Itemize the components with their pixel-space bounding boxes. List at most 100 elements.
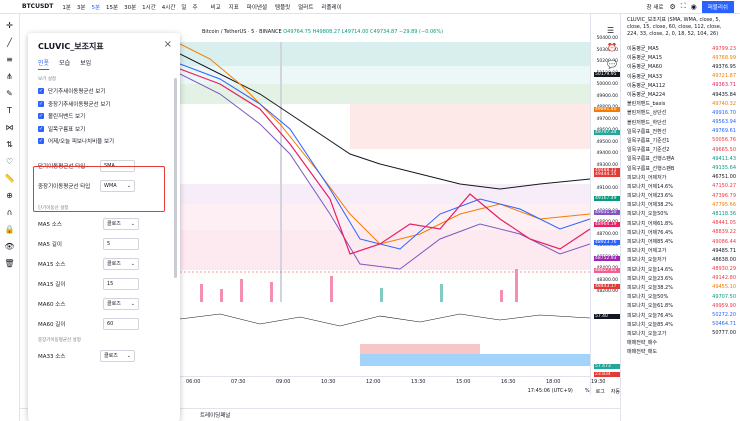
ma-source-select[interactable]: 클로즈 ⌄: [103, 257, 139, 270]
toolbar-tool-0[interactable]: 비교: [210, 4, 221, 11]
price-tick: 49700.00: [596, 116, 618, 122]
checkmark-icon[interactable]: ✓: [38, 113, 44, 120]
display-checkbox[interactable]: ✓ 중장기추세이동평균선 보기: [28, 98, 180, 111]
price-tag: 49797.34: [594, 130, 620, 135]
data-row: 피보나치_오늘50% 49707.50: [621, 292, 740, 301]
dialog-tab-1[interactable]: 모습: [59, 60, 71, 67]
percent-toggle[interactable]: %: [584, 388, 590, 394]
data-row-label: 일목구름표_기준선2: [627, 147, 670, 154]
symbol-search[interactable]: BTCUSDT: [22, 3, 54, 10]
text-icon[interactable]: T: [7, 105, 12, 115]
ma-length-input[interactable]: 15: [103, 277, 139, 290]
data-row: 피보나치_어제61.8% 48441.05: [621, 219, 740, 228]
brush-icon[interactable]: ✎: [6, 88, 13, 98]
ma-length-input[interactable]: 60: [103, 317, 139, 330]
display-checkbox[interactable]: ✓ 볼린저밴드 보기: [28, 110, 180, 123]
ma-source-select[interactable]: 클로즈 ⌄: [103, 217, 139, 230]
zoom-icon[interactable]: ⊕: [6, 190, 13, 200]
price-tag: 23.834: [594, 372, 620, 377]
ruler-icon[interactable]: 📏: [4, 173, 15, 183]
timeframe-3[interactable]: 15분: [106, 4, 119, 11]
highlight-box: [33, 166, 165, 212]
field-label: MA15 소스: [38, 261, 66, 268]
timeframe-4[interactable]: 30분: [124, 4, 137, 11]
toolbar-tool-3[interactable]: 템플릿: [275, 4, 291, 11]
timeframe-5[interactable]: 1시간: [142, 4, 156, 11]
fib-band-3: [180, 84, 590, 104]
toolbar-tool-5[interactable]: 리플레이: [321, 4, 342, 11]
data-row-value: 46751.00: [712, 174, 736, 181]
display-checkbox[interactable]: ✓ 일목구름표 보기: [28, 123, 180, 136]
toolbar-tool-2[interactable]: 파이낸셜: [246, 4, 268, 11]
timeframe-8[interactable]: 주: [192, 4, 198, 11]
dialog-tab-0[interactable]: 인풋: [38, 58, 50, 70]
toolbar-tool-4[interactable]: 얼러트: [298, 4, 314, 11]
toolbar-tool-1[interactable]: 지표: [228, 4, 239, 11]
ma-type-select[interactable]: WMA ⌄: [100, 179, 135, 192]
auto-toggle[interactable]: 자동: [610, 388, 620, 395]
ma-length-input[interactable]: 5: [103, 237, 139, 250]
data-row-label: 피보나치_오늘14.6%: [627, 266, 673, 273]
timeframe-2[interactable]: 5분: [91, 4, 101, 11]
pattern-icon[interactable]: ⋈: [5, 122, 14, 132]
chevron-down-icon: ⌄: [130, 220, 135, 227]
ma33-source-field: MA33 소스 클로즈 ⌄: [28, 346, 180, 366]
data-row: 일목구름표_선행스팬A 49411.43: [621, 154, 740, 163]
trash-icon[interactable]: 🗑: [4, 258, 15, 268]
eye-icon[interactable]: 👁: [4, 241, 15, 251]
price-tick: 48700.00: [596, 231, 618, 237]
pitchfork-icon[interactable]: ⋔: [6, 71, 13, 81]
price-tag: 48964.19: [594, 222, 620, 227]
camera-icon[interactable]: ◉: [690, 2, 697, 11]
chart-area[interactable]: Bitcoin / TetherUS · 5 · BINANCE O49764.…: [179, 14, 591, 406]
fib-band-6: [180, 230, 590, 270]
display-checkbox[interactable]: ✓ 어제/오늘 피보나치비율 보기: [28, 135, 180, 148]
timeframe-7[interactable]: 일: [181, 4, 187, 11]
timeframe-6[interactable]: 4시간: [161, 4, 176, 11]
bottom-bar: 트레이딩패널: [20, 408, 620, 421]
watchlist-icon[interactable]: ☰: [607, 26, 615, 35]
horizontal-lines-icon[interactable]: ≡: [6, 54, 13, 64]
ma60-line: [179, 53, 591, 190]
price-axis[interactable]: 50400.0050300.0050200.0050100.0050000.00…: [590, 14, 620, 394]
magnet-icon[interactable]: ∩: [6, 207, 13, 217]
alert-clock-icon[interactable]: ⏰: [607, 43, 617, 52]
fullscreen-icon[interactable]: ⛶: [680, 2, 686, 10]
price-tag: 48752.93: [594, 256, 620, 261]
lock-icon[interactable]: 🔒: [4, 224, 15, 234]
price-tick: 48600.00: [596, 243, 618, 248]
ma33-source-select[interactable]: 클로즈 ⌄: [100, 349, 135, 362]
price-tick: 48300.00: [596, 277, 618, 283]
checkmark-icon[interactable]: ✓: [38, 125, 44, 132]
publish-button[interactable]: 퍼블리쉬: [701, 0, 734, 13]
trendline-icon[interactable]: ╱: [7, 37, 12, 47]
ma-source-select[interactable]: 클로즈 ⌄: [103, 297, 139, 310]
price-chart[interactable]: [179, 14, 591, 376]
checkmark-icon[interactable]: ✓: [38, 88, 44, 95]
chat-icon[interactable]: 💬: [607, 60, 617, 69]
prediction-icon[interactable]: ⇅: [6, 139, 13, 149]
log-toggle[interactable]: 로그: [595, 388, 605, 395]
new-window-button[interactable]: 창 새로: [646, 4, 664, 11]
timeframe-0[interactable]: 1분: [62, 4, 71, 11]
cloud-red: [350, 104, 590, 149]
trading-panel-tab[interactable]: 트레이딩패널: [200, 413, 231, 419]
ma-type-select[interactable]: SMA ⌄: [100, 159, 135, 172]
close-icon[interactable]: ×: [163, 39, 172, 50]
checkmark-icon[interactable]: ✓: [38, 138, 44, 145]
data-row-value: 49363.71: [712, 82, 736, 89]
data-row-label: 이동평균_MA15: [627, 55, 662, 62]
settings-icon[interactable]: ⚙: [669, 2, 676, 11]
timeframe-1[interactable]: 3분: [76, 4, 86, 11]
time-axis[interactable]: 06:00 07:30 09:00 10:30 12:00 13:30 15:00 16:30…: [180, 376, 605, 386]
data-row-label: 이동평균_MA5: [627, 46, 659, 53]
dialog-tab-2[interactable]: 보임: [80, 60, 92, 67]
display-checkbox[interactable]: ✓ 단기추세이동평균선 보기: [28, 85, 180, 98]
crosshair-icon[interactable]: ✛: [6, 20, 13, 30]
data-row: 일목구름표_선행스팬B 49135.64: [621, 163, 740, 172]
dialog-scrollbar[interactable]: [174, 78, 177, 278]
price-tick: 49400.00: [596, 151, 618, 156]
heart-icon[interactable]: ♡: [5, 156, 14, 166]
checkmark-icon[interactable]: ✓: [38, 100, 44, 107]
data-row-label: 일목구름표_기준선1: [627, 137, 670, 144]
